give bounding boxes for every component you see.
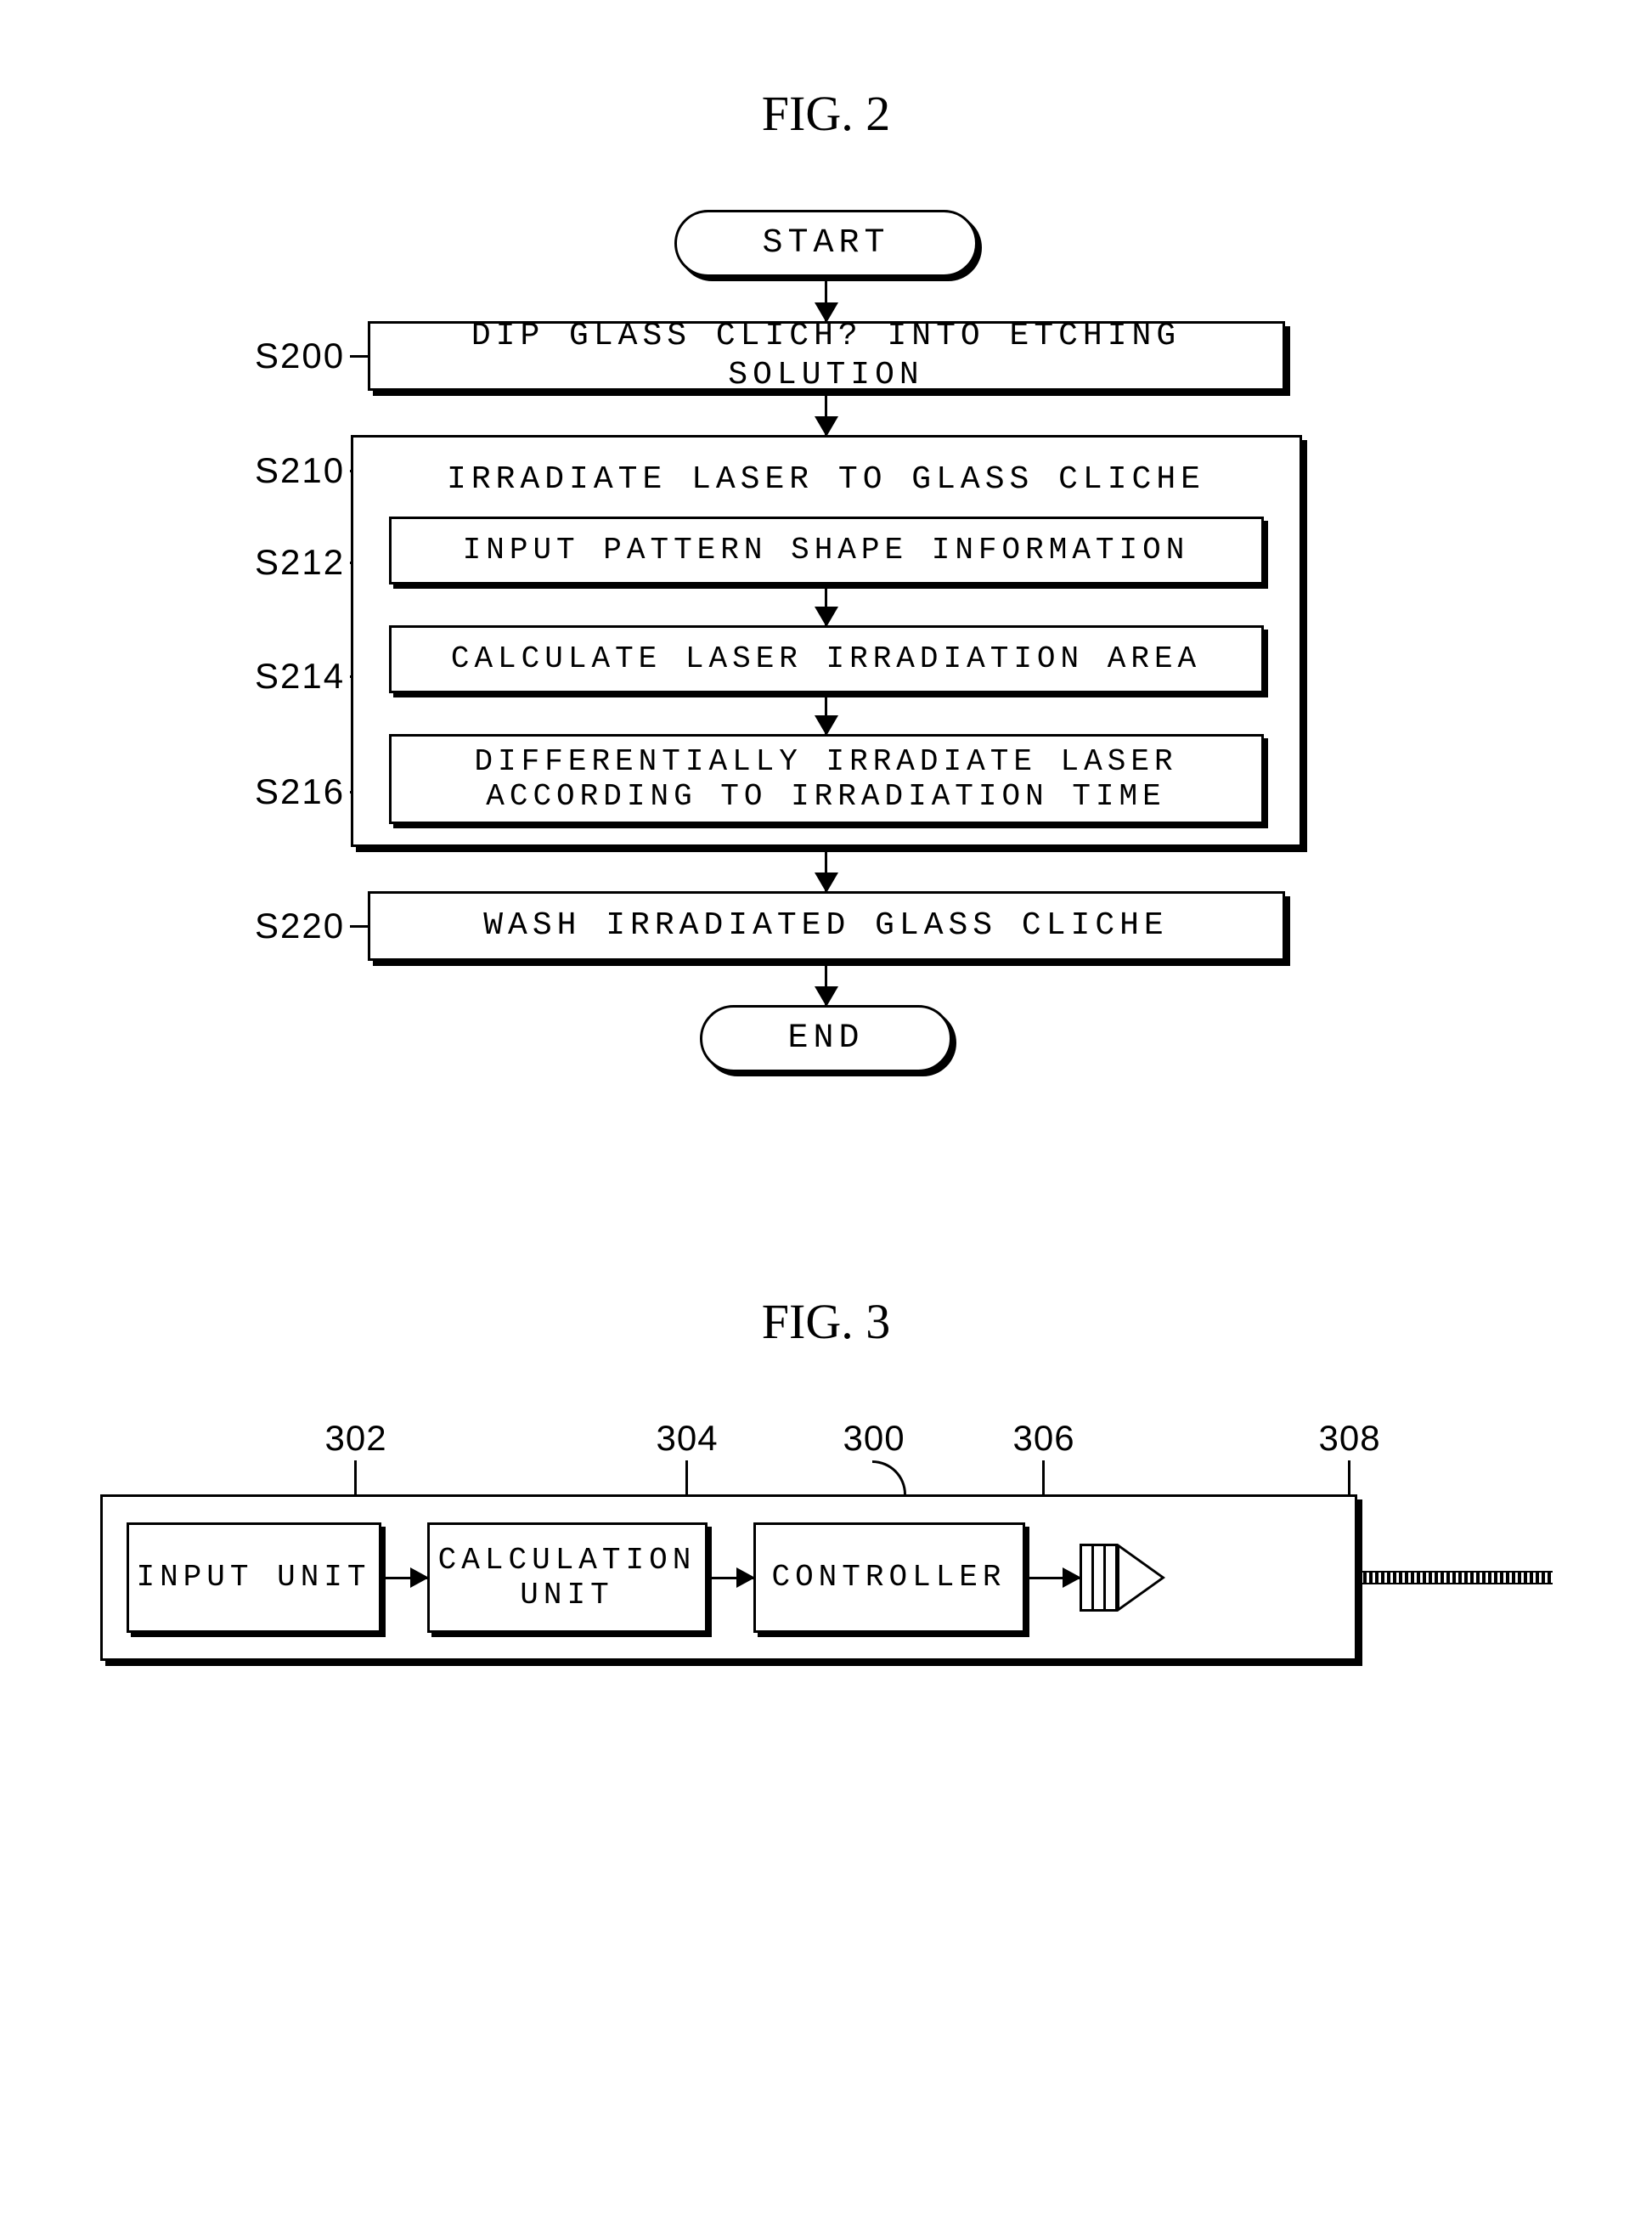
step-s210-label-text: S210: [255, 450, 345, 491]
leader-line: [1348, 1460, 1350, 1494]
step-s200-text: DIP GLASS CLICH? INTO ETCHING SOLUTION: [368, 321, 1285, 391]
block-laser-emitter: [1080, 1544, 1165, 1612]
step-s214-label-text: S214: [255, 656, 345, 697]
block-302-text: INPUT UNIT: [127, 1522, 381, 1633]
terminal-start: START: [674, 210, 977, 277]
flow-arrow-h: [1025, 1577, 1080, 1579]
step-s214-text: CALCULATE LASER IRRADIATION AREA: [389, 625, 1264, 693]
step-s210-container: IRRADIATE LASER TO GLASS CLICHE INPUT PA…: [351, 435, 1302, 847]
block-input-unit: INPUT UNIT: [127, 1522, 381, 1633]
step-s214-box: CALCULATE LASER IRRADIATION AREA: [389, 625, 1264, 693]
step-s220-row: S220 WASH IRRADIATED GLASS CLICHE: [51, 891, 1601, 961]
flow-arrow: [825, 847, 827, 891]
flow-arrow: [825, 391, 827, 435]
fig3-caption: FIG. 3: [51, 1293, 1601, 1350]
emitter-tip-icon: [1118, 1544, 1165, 1612]
flow-arrow: [825, 584, 827, 625]
fig3-ref-labels: 302 304 300 306 308: [198, 1418, 1455, 1494]
block-306-text: CONTROLLER: [753, 1522, 1025, 1633]
step-s200-box: DIP GLASS CLICH? INTO ETCHING SOLUTION: [368, 321, 1285, 391]
step-s220-label: S220: [255, 906, 375, 946]
ref-306: 306: [1013, 1418, 1075, 1459]
step-s216-label-text: S216: [255, 771, 345, 812]
terminal-end-label: END: [700, 1005, 951, 1072]
leader-curve: [872, 1460, 906, 1494]
block-controller: CONTROLLER: [753, 1522, 1025, 1633]
block-calculation-unit: CALCULATION UNIT: [427, 1522, 708, 1633]
block-304-text: CALCULATION UNIT: [427, 1522, 708, 1633]
leader-line: [1042, 1460, 1045, 1494]
ref-304: 304: [657, 1418, 719, 1459]
fig2-caption: FIG. 2: [51, 85, 1601, 142]
step-s210-title: IRRADIATE LASER TO GLASS CLICHE: [447, 461, 1205, 498]
step-s210-row: S210 S212 S214 S216: [51, 435, 1601, 847]
emitter-body-icon: [1080, 1544, 1118, 1612]
step-s212-box: INPUT PATTERN SHAPE INFORMATION: [389, 517, 1264, 584]
leader-line: [685, 1460, 688, 1494]
step-s212-text: INPUT PATTERN SHAPE INFORMATION: [389, 517, 1264, 584]
step-s220-label-text: S220: [255, 906, 345, 946]
step-s216-text: DIFFERENTIALLY IRRADIATE LASER ACCORDING…: [389, 734, 1264, 824]
step-s200-label: S200: [255, 336, 375, 376]
step-s212-label-text: S212: [255, 542, 345, 583]
step-s200-label-text: S200: [255, 336, 345, 376]
laser-beam-icon: [1357, 1571, 1553, 1584]
flow-arrow-h: [708, 1577, 753, 1579]
ref-302: 302: [325, 1418, 387, 1459]
ref-300: 300: [843, 1418, 905, 1459]
step-s220-box: WASH IRRADIATED GLASS CLICHE: [368, 891, 1285, 961]
flow-arrow: [825, 961, 827, 1005]
terminal-end: END: [700, 1005, 951, 1072]
leader-line: [354, 1460, 357, 1494]
terminal-start-label: START: [674, 210, 977, 277]
ref-308: 308: [1319, 1418, 1381, 1459]
flow-arrow: [825, 277, 827, 321]
step-s220-text: WASH IRRADIATED GLASS CLICHE: [368, 891, 1285, 961]
fig3-container-300: INPUT UNIT CALCULATION UNIT CONTROLLER: [100, 1494, 1357, 1661]
flow-arrow: [825, 693, 827, 734]
step-s200-row: S200 DIP GLASS CLICH? INTO ETCHING SOLUT…: [51, 321, 1601, 391]
fig2-flowchart: START S200 DIP GLASS CLICH? INTO ETCHING…: [51, 210, 1601, 1072]
step-s216-box: DIFFERENTIALLY IRRADIATE LASER ACCORDING…: [389, 734, 1264, 824]
flow-arrow-h: [381, 1577, 427, 1579]
fig3-block-diagram: 302 304 300 306 308 INPUT UNIT: [51, 1418, 1601, 1661]
